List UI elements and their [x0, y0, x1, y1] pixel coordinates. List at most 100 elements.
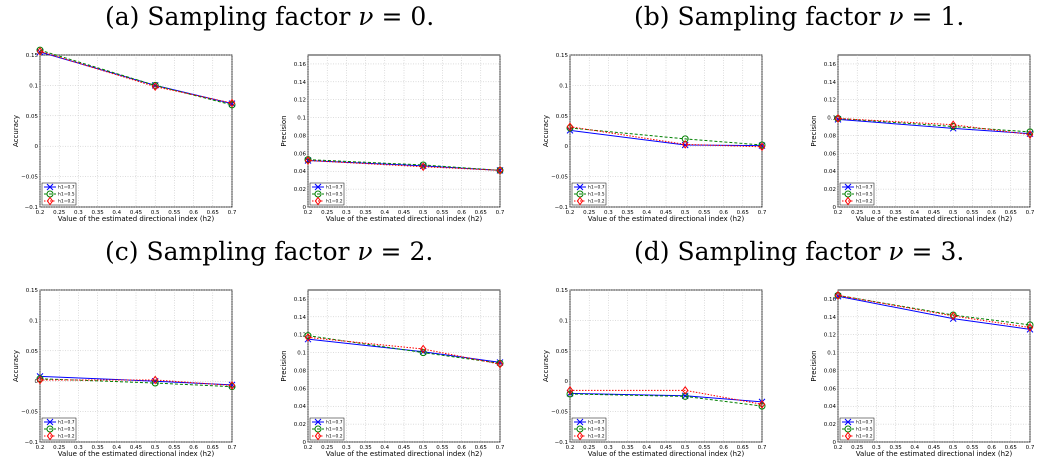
- data-point-h1=0.2: [496, 166, 504, 175]
- legend-marker: [314, 183, 322, 191]
- x-tick-label: 0.6: [457, 210, 466, 216]
- y-tick-label: 0.1: [29, 83, 38, 89]
- y-tick-label: 0.16: [294, 62, 307, 68]
- y-tick-label: 0.14: [294, 315, 307, 321]
- legend-entry: h1=0.2: [856, 199, 873, 205]
- legend-marker: [844, 196, 852, 206]
- y-axis-label: Precision: [810, 115, 818, 146]
- legend-entry: h1=0.2: [856, 434, 873, 440]
- x-axis-label: Value of the estimated directional index…: [856, 450, 1013, 458]
- x-tick-label: 0.4: [380, 210, 389, 216]
- x-tick-label: 0.25: [53, 445, 66, 451]
- y-tick-label: 0.08: [824, 133, 837, 139]
- x-tick-label: 0.55: [436, 210, 449, 216]
- y-tick-label: 0.1: [827, 116, 836, 122]
- x-tick-label: 0.6: [457, 445, 466, 451]
- x-tick-label: 0.45: [928, 445, 941, 451]
- x-tick-label: 0.45: [130, 445, 143, 451]
- y-axis-label: Precision: [280, 350, 288, 381]
- x-tick-label: 0.3: [604, 210, 613, 216]
- y-tick-label: 0.02: [824, 187, 836, 193]
- caption-d-prefix: (d) Sampling factor: [634, 237, 889, 266]
- data-point-h1=0.2: [1026, 323, 1034, 332]
- x-tick-label: 0.3: [342, 445, 351, 451]
- x-tick-label: 0.7: [228, 210, 237, 216]
- legend-entry: h1=0.7: [326, 185, 343, 191]
- y-tick-label: 0.1: [559, 83, 568, 89]
- y-tick-label: 0.16: [824, 62, 837, 68]
- x-tick-label: 0.55: [966, 445, 979, 451]
- y-tick-label: 0: [565, 144, 569, 150]
- y-tick-label: −0.1: [25, 440, 38, 446]
- data-point-h1=0.2: [949, 120, 957, 130]
- series-line-h1=0.2: [570, 389, 763, 405]
- caption-c-symbol: ν: [357, 237, 373, 266]
- data-point-h1=0.2: [681, 140, 689, 149]
- caption-a-prefix: (a) Sampling factor: [105, 2, 359, 31]
- data-point-h1=0.2: [566, 385, 574, 395]
- legend-entry: h1=0.5: [856, 192, 873, 198]
- y-axis-label: Precision: [280, 115, 288, 146]
- y-tick-label: 0: [303, 205, 307, 211]
- legend-entry: h1=0.7: [326, 420, 343, 426]
- x-tick-label: 0.5: [949, 445, 958, 451]
- data-point-h1=0.5: [758, 141, 766, 149]
- legend-marker: [314, 418, 322, 426]
- y-tick-label: 0: [303, 440, 307, 446]
- y-axis-label: Precision: [810, 350, 818, 381]
- y-axis-label: Accuracy: [12, 115, 20, 147]
- x-tick-label: 0.25: [583, 445, 596, 451]
- x-tick-label: 0.4: [642, 445, 651, 451]
- x-axis-label: Value of the estimated directional index…: [58, 450, 215, 458]
- x-tick-label: 0.5: [419, 210, 428, 216]
- x-tick-label: 0.25: [583, 210, 596, 216]
- data-point-h1=0.2: [419, 344, 427, 354]
- y-tick-label: −0.1: [555, 440, 568, 446]
- legend-entry: h1=0.2: [588, 434, 605, 440]
- data-point-h1=0.5: [1026, 321, 1034, 329]
- legend-marker: [46, 418, 54, 426]
- caption-d-symbol: ν: [888, 237, 904, 266]
- x-tick-label: 0.3: [342, 210, 351, 216]
- caption-a: (a) Sampling factor ν = 0.: [105, 2, 434, 31]
- y-tick-label: 0.06: [824, 386, 837, 392]
- x-tick-label: 0.55: [168, 445, 181, 451]
- legend-marker: [576, 431, 584, 441]
- data-point-h1=0.2: [304, 333, 312, 342]
- data-point-h1=0.2: [681, 385, 689, 395]
- series-line-h1=0.5: [307, 159, 501, 171]
- y-tick-label: 0.02: [294, 187, 306, 193]
- caption-c: (c) Sampling factor ν = 2.: [105, 237, 433, 266]
- y-tick-label: −0.1: [25, 205, 38, 211]
- x-tick-label: 0.35: [621, 210, 634, 216]
- y-tick-label: −0.05: [21, 175, 38, 181]
- caption-a-suffix: = 0.: [373, 2, 435, 31]
- legend-entry: h1=0.7: [588, 420, 605, 426]
- legend-entry: h1=0.5: [588, 427, 605, 433]
- x-tick-label: 0.35: [889, 445, 902, 451]
- caption-a-symbol: ν: [358, 2, 374, 31]
- legend-entry: h1=0.2: [326, 199, 343, 205]
- y-tick-label: 0.06: [294, 386, 307, 392]
- y-tick-label: 0.12: [824, 98, 836, 104]
- y-tick-label: 0.16: [824, 297, 837, 303]
- y-tick-label: −0.05: [21, 410, 38, 416]
- chart-panel-3: 0.2 0.25 0.3 0.35 0.4 0.45 0.5 0.55 0.6 0.65 0.7 −0…: [542, 53, 767, 223]
- legend-marker: [46, 196, 54, 206]
- y-tick-label: 0.05: [26, 114, 39, 120]
- legend-box: [309, 182, 345, 206]
- x-tick-label: 0.6: [987, 445, 996, 451]
- legend-marker: [46, 431, 54, 441]
- x-tick-label: 0.2: [566, 445, 575, 451]
- y-tick-label: −0.05: [551, 175, 568, 181]
- legend-entry: h1=0.5: [326, 192, 343, 198]
- y-tick-label: 0.04: [294, 404, 307, 410]
- data-point-h1=0.5: [304, 332, 312, 340]
- legend-box: [571, 417, 607, 441]
- legend-entry: h1=0.7: [588, 185, 605, 191]
- chart-panel-8: 0.2 0.25 0.3 0.35 0.4 0.45 0.5 0.55 0.6 0.65 0.7 0 0…: [810, 289, 1035, 458]
- legend-entry: h1=0.7: [58, 420, 75, 426]
- x-tick-label: 0.55: [698, 210, 711, 216]
- caption-b: (b) Sampling factor ν = 1.: [634, 2, 964, 31]
